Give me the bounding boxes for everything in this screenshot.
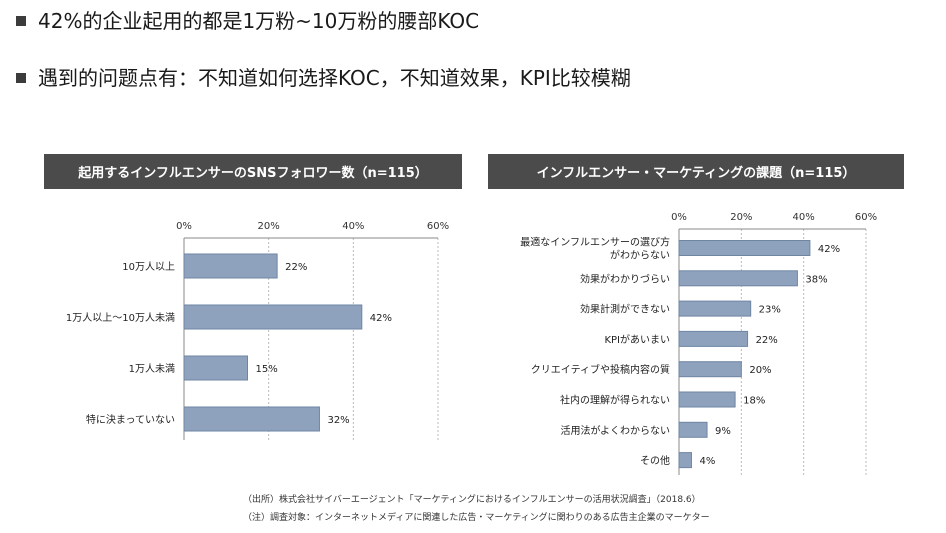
followers-tick-label: 0%: [176, 221, 192, 232]
followers-data-label: 32%: [327, 415, 349, 426]
followers-bar: [183, 406, 320, 432]
followers-category-label: 1万人以上～10万人未満: [66, 312, 175, 324]
followers-category-label: 10万人以上: [122, 261, 175, 273]
issues-data-label: 20%: [749, 365, 771, 376]
followers-data-label: 15%: [256, 364, 278, 375]
followers-bar: [183, 355, 248, 381]
issues-bar: [678, 330, 749, 347]
bullet-square-icon: [16, 15, 26, 26]
issues-data-label: 9%: [715, 426, 731, 437]
issues-category-label: その他: [640, 454, 670, 467]
issues-data-label: 38%: [805, 274, 827, 285]
issues-category-label: がわからない: [610, 249, 670, 262]
bullet-square-icon: [16, 72, 26, 83]
issues-data-label: 4%: [699, 456, 715, 467]
issues-bar: [678, 421, 708, 438]
chart-1-title: 起用するインフルエンサーのSNSフォロワー数（n=115）: [44, 154, 462, 189]
issues-data-label: 23%: [759, 305, 781, 316]
issues-tick-label: 60%: [855, 212, 877, 223]
followers-tick-label: 40%: [342, 221, 364, 232]
issues-category-label: クリエイティブや投稿内容の質: [531, 363, 670, 376]
issues-tick-label: 20%: [730, 212, 752, 223]
followers-bar: [183, 304, 363, 330]
footnote-note: （注）調査対象：インターネットメディアに関連した広告・マーケティングに関わりのあ…: [243, 513, 710, 523]
issues-bar: [678, 270, 798, 287]
issues-tick-label: 0%: [671, 212, 687, 223]
issues-data-label: 22%: [756, 335, 778, 346]
issues-category-label: 最適なインフルエンサーの選び方: [520, 236, 670, 249]
followers-tick-label: 60%: [427, 221, 449, 232]
issues-data-label: 18%: [743, 396, 765, 407]
followers-data-label: 42%: [370, 313, 392, 324]
issues-bar: [678, 300, 752, 317]
issues-category-label: KPIがあいまい: [604, 333, 670, 346]
issues-category-label: 活用法がよくわからない: [561, 424, 671, 437]
issues-bar: [678, 361, 742, 378]
chart-2-title: インフルエンサー・マーケティングの課題（n=115）: [488, 154, 904, 189]
bullet-1-text: 42%的企业起用的都是1万粉~10万粉的腰部KOC: [38, 9, 480, 33]
issues-tick-label: 40%: [793, 212, 815, 223]
issues-category-label: 効果計測ができない: [580, 303, 670, 316]
bullet-2-text: 遇到的问题点有：不知道如何选择KOC，不知道效果，KPI比较模糊: [38, 66, 631, 90]
issues-bar: [678, 240, 811, 256]
footnote-source: （出所）株式会社サイバーエージェント「マーケティングにおけるインフルエンサーの活…: [243, 495, 701, 505]
followers-category-label: 特に決まっていない: [86, 414, 175, 426]
issues-bar: [678, 391, 736, 408]
bullet-1: 42%的企业起用的都是1万粉~10万粉的腰部KOC: [16, 5, 479, 34]
bullet-2: 遇到的问题点有：不知道如何选择KOC，不知道效果，KPI比较模糊: [16, 62, 631, 91]
issues-category-label: 社内の理解が得られない: [560, 394, 670, 407]
issues-bar: [678, 452, 692, 469]
issues-data-label: 42%: [818, 244, 840, 255]
followers-category-label: 1万人未満: [129, 363, 175, 375]
followers-tick-label: 20%: [258, 221, 280, 232]
issues-category-label: 効果がわかりづらい: [580, 272, 670, 285]
followers-bar: [183, 253, 278, 279]
followers-data-label: 22%: [285, 262, 307, 273]
